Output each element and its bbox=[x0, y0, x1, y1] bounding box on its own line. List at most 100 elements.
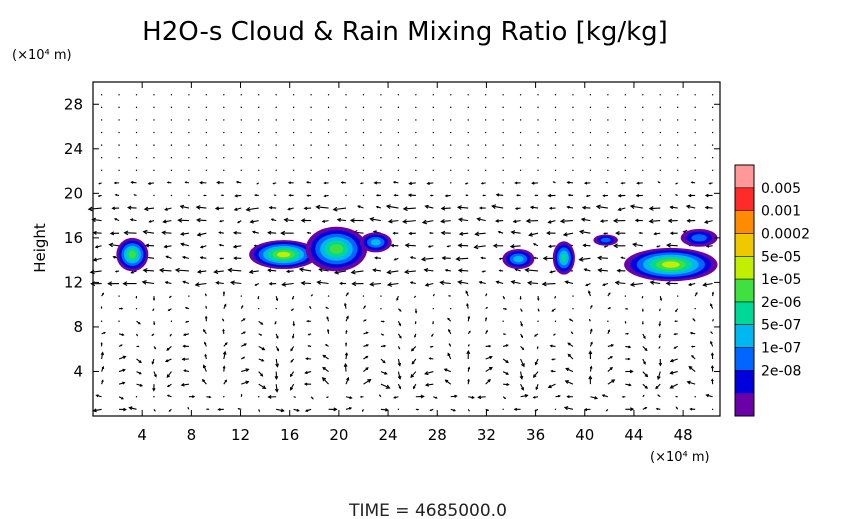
wind-arrow-head bbox=[603, 232, 606, 235]
wind-dot bbox=[519, 94, 522, 96]
wind-arrow-head bbox=[306, 194, 310, 197]
wind-dot bbox=[642, 169, 644, 171]
wind-dot bbox=[397, 131, 400, 134]
x-axis: 4 8 12 16 20 24 28 32 36 40 44 48 bbox=[137, 82, 693, 444]
wind-arrow bbox=[215, 207, 224, 210]
wind-arrow-head bbox=[152, 387, 156, 392]
wind-arrow-head bbox=[346, 315, 349, 319]
wind-arrow bbox=[403, 220, 416, 223]
wind-dot bbox=[188, 144, 190, 146]
wind-arrow-head bbox=[322, 354, 326, 358]
cloud-contour bbox=[277, 251, 291, 258]
x-tick-label: 4 bbox=[137, 426, 147, 444]
wind-arrow-head bbox=[164, 281, 169, 285]
wind-arrow bbox=[181, 383, 189, 386]
wind-arrow-head bbox=[130, 270, 134, 274]
wind-arrow-head bbox=[375, 205, 379, 209]
wind-arrow-head bbox=[704, 220, 709, 224]
wind-arrow-head bbox=[260, 333, 263, 336]
wind-dot bbox=[118, 169, 120, 171]
wind-arrow-head bbox=[218, 231, 222, 235]
wind-dot bbox=[380, 119, 382, 121]
wind-arrow-head bbox=[382, 320, 385, 323]
wind-dot bbox=[345, 157, 347, 159]
wind-arrow-head bbox=[674, 194, 677, 196]
wind-dot bbox=[624, 144, 627, 146]
wind-arrow-head bbox=[143, 206, 149, 212]
wind-arrow-head bbox=[687, 282, 692, 287]
wind-dot bbox=[677, 131, 679, 134]
wind-dot bbox=[258, 169, 260, 171]
wind-arrow-head bbox=[257, 297, 260, 300]
wind-dot bbox=[554, 106, 557, 109]
wind-arrow-head bbox=[485, 293, 488, 296]
wind-dot bbox=[258, 307, 260, 310]
wind-arrow-head bbox=[628, 383, 632, 387]
wind-dot bbox=[135, 106, 138, 109]
wind-dot bbox=[484, 144, 487, 146]
wind-dot bbox=[188, 106, 190, 109]
wind-dot bbox=[642, 119, 644, 121]
wind-arrow-head bbox=[513, 407, 518, 411]
wind-arrow-head bbox=[392, 231, 396, 235]
wind-arrow-head bbox=[296, 408, 300, 412]
wind-arrow-head bbox=[448, 343, 451, 346]
wind-arrow-head bbox=[365, 355, 369, 359]
wind-arrow bbox=[397, 371, 401, 379]
wind-arrow-head bbox=[413, 386, 416, 390]
wind-dot bbox=[589, 94, 592, 96]
wind-arrow bbox=[299, 268, 312, 272]
wind-arrow-head bbox=[123, 230, 129, 236]
wind-arrow-head bbox=[323, 194, 327, 198]
wind-arrow-head bbox=[477, 395, 482, 400]
wind-arrow-head bbox=[350, 269, 356, 275]
wind-dot bbox=[467, 94, 469, 96]
wind-arrow-head bbox=[659, 298, 663, 302]
wind-dot bbox=[415, 106, 417, 109]
wind-dot bbox=[327, 94, 330, 96]
wind-arrow-head bbox=[223, 303, 227, 307]
wind-dot bbox=[100, 144, 103, 146]
wind-arrow bbox=[421, 257, 434, 261]
wind-arrow-head bbox=[465, 194, 468, 197]
wind-arrow bbox=[474, 245, 486, 248]
wind-arrow-head bbox=[444, 194, 448, 198]
wind-dot bbox=[380, 157, 382, 159]
wind-arrow-head bbox=[641, 309, 644, 313]
wind-arrow-head bbox=[345, 329, 348, 333]
wind-arrow-head bbox=[233, 207, 238, 211]
wind-arrow bbox=[533, 371, 539, 378]
wind-arrow-head bbox=[287, 207, 291, 211]
wind-arrow-head bbox=[315, 204, 321, 210]
wind-dot bbox=[205, 106, 208, 109]
wind-dot bbox=[310, 131, 312, 134]
wind-arrow-head bbox=[583, 268, 588, 272]
wind-arrow-head bbox=[658, 362, 663, 367]
wind-arrow-head bbox=[101, 365, 105, 370]
wind-arrow-head bbox=[447, 352, 451, 356]
wind-dot bbox=[240, 157, 242, 159]
wind-dot bbox=[188, 94, 190, 96]
wind-arrow-head bbox=[267, 394, 272, 399]
wind-arrow-head bbox=[245, 368, 250, 372]
cloud-cell bbox=[502, 248, 535, 270]
wind-dot bbox=[694, 106, 696, 109]
wind-arrow-head bbox=[467, 366, 471, 370]
wind-arrow bbox=[600, 220, 608, 222]
wind-arrow bbox=[405, 244, 416, 247]
wind-arrow bbox=[704, 220, 713, 224]
wind-arrow-head bbox=[630, 407, 635, 412]
wind-arrow-head bbox=[374, 256, 378, 260]
wind-arrow-head bbox=[179, 204, 185, 209]
wind-arrow-head bbox=[369, 281, 375, 287]
wind-arrow-head bbox=[609, 307, 612, 309]
wind-arrow-head bbox=[710, 303, 713, 307]
wind-arrow-head bbox=[346, 376, 350, 381]
wind-arrow-head bbox=[351, 281, 357, 287]
wind-arrow-head bbox=[485, 329, 488, 333]
wind-dot bbox=[711, 144, 714, 146]
wind-dot bbox=[118, 106, 120, 109]
wind-arrow-head bbox=[195, 205, 201, 210]
wind-dot bbox=[537, 119, 539, 121]
wind-dot bbox=[450, 119, 452, 121]
